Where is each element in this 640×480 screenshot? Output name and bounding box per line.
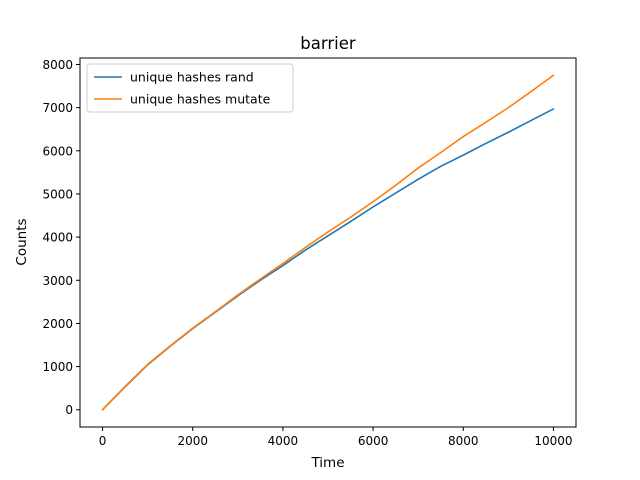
- x-tick-label: 10000: [534, 434, 572, 448]
- y-tick-label: 7000: [42, 101, 73, 115]
- x-tick-label: 8000: [448, 434, 479, 448]
- series-layer: [101, 74, 555, 411]
- y-tick-label: 6000: [42, 144, 73, 158]
- y-tick-label: 4000: [42, 231, 73, 245]
- x-axis-label: Time: [310, 455, 344, 471]
- x-tick-label: 6000: [358, 434, 389, 448]
- y-tick-label: 5000: [42, 187, 73, 201]
- chart-title: barrier: [300, 34, 356, 53]
- y-axis-label: Counts: [14, 218, 30, 265]
- legend-label-0: unique hashes rand: [130, 70, 254, 85]
- y-tick-label: 0: [65, 403, 73, 417]
- x-tick-label: 4000: [268, 434, 299, 448]
- y-tick-label: 3000: [42, 274, 73, 288]
- y-tick-label: 1000: [42, 360, 73, 374]
- axes-layer: 0 2000 4000 6000 8000 10000 0 1000 2000 3000 4000 5…: [42, 57, 577, 448]
- legend-label-1: unique hashes mutate: [130, 92, 271, 107]
- legend: unique hashes rand unique hashes mutate: [86, 63, 294, 113]
- y-tick-label: 8000: [42, 58, 73, 72]
- series-line-1: [101, 74, 555, 411]
- legend-box: [86, 63, 294, 113]
- y-tick-label: 2000: [42, 317, 73, 331]
- x-tick-label: 2000: [177, 434, 208, 448]
- axes-frame: [79, 57, 577, 428]
- x-tick-label: 0: [99, 434, 107, 448]
